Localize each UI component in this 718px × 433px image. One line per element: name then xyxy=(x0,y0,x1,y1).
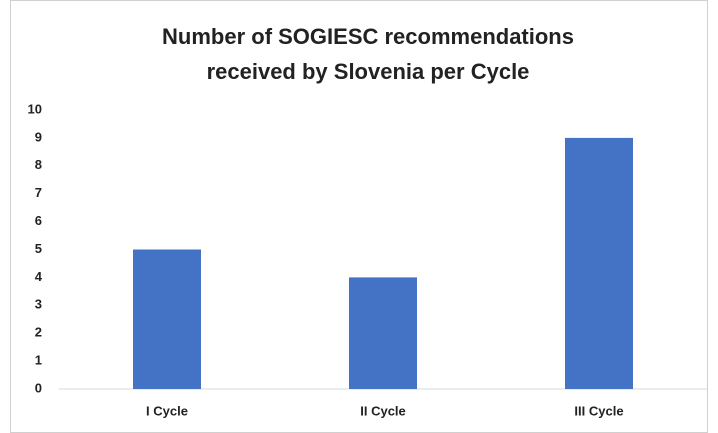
y-tick-label: 5 xyxy=(35,241,42,256)
y-tick-label: 1 xyxy=(35,353,42,368)
y-tick-label: 3 xyxy=(35,297,42,312)
bar xyxy=(349,277,417,389)
y-tick-label: 7 xyxy=(35,185,42,200)
bar xyxy=(565,137,633,389)
x-tick-label: II Cycle xyxy=(360,403,406,418)
chart-title-line-1: Number of SOGIESC recommendations xyxy=(162,24,574,49)
y-tick-label: 8 xyxy=(35,157,42,172)
y-tick-label: 2 xyxy=(35,325,42,340)
bar xyxy=(133,249,201,389)
y-tick-label: 0 xyxy=(35,380,42,395)
y-tick-label: 6 xyxy=(35,213,42,228)
y-tick-label: 10 xyxy=(28,101,42,116)
y-tick-label: 9 xyxy=(35,129,42,144)
y-tick-label: 4 xyxy=(35,269,43,284)
x-tick-label: I Cycle xyxy=(146,403,188,418)
chart-title-line-2: received by Slovenia per Cycle xyxy=(207,59,530,84)
x-tick-label: III Cycle xyxy=(574,403,623,418)
